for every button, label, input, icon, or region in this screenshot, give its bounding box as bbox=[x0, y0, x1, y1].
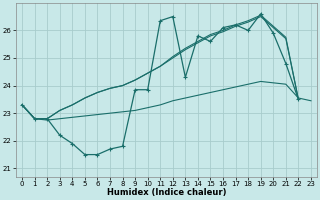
X-axis label: Humidex (Indice chaleur): Humidex (Indice chaleur) bbox=[107, 188, 226, 197]
